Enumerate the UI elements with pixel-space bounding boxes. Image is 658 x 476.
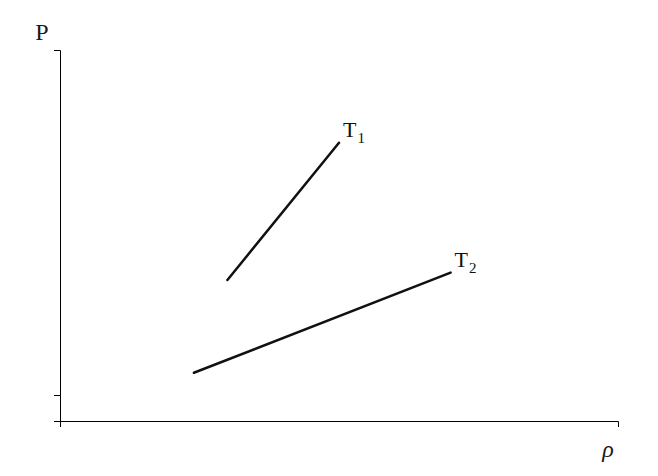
line bbox=[194, 273, 451, 373]
lines bbox=[194, 143, 451, 373]
annotations: T1T2 bbox=[343, 117, 477, 276]
line-label-subscript: 2 bbox=[469, 260, 477, 276]
tick bbox=[54, 395, 60, 396]
line-label: T bbox=[343, 117, 357, 142]
y-axis-title: P bbox=[35, 19, 48, 45]
line-label-subscript: 1 bbox=[357, 130, 365, 146]
plot: T1T2Pρ bbox=[35, 19, 618, 462]
line-label: T bbox=[455, 247, 469, 272]
axis-line bbox=[54, 51, 61, 422]
tick-mark bbox=[54, 395, 60, 396]
axis-line bbox=[61, 422, 619, 428]
chart: T1T2Pρ bbox=[0, 0, 658, 476]
line bbox=[227, 143, 339, 280]
x-axis bbox=[61, 422, 619, 428]
y-axis bbox=[54, 51, 61, 422]
x-axis-title: ρ bbox=[601, 436, 614, 462]
